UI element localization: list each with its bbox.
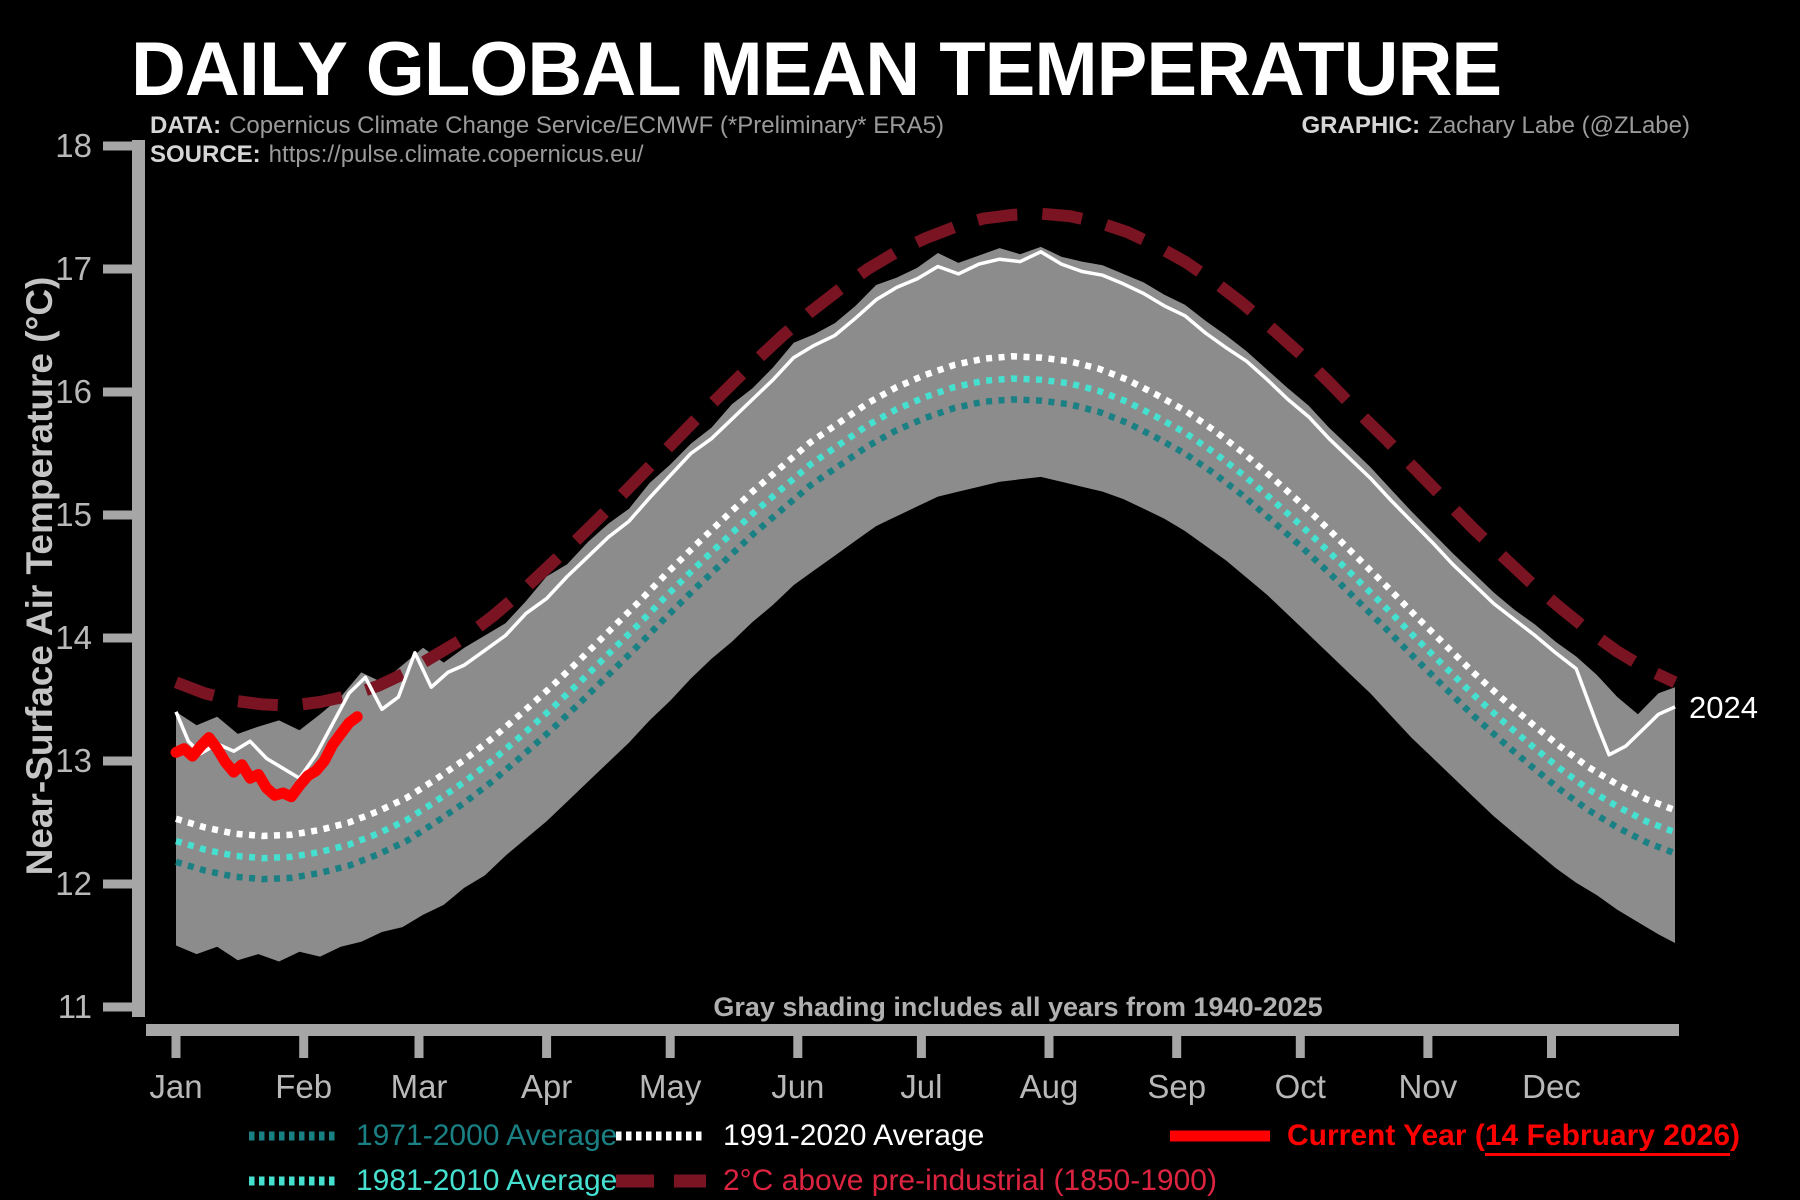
- y-tick: [103, 1002, 132, 1012]
- y-tick: [103, 264, 132, 274]
- x-tick-label: May: [639, 1068, 702, 1105]
- x-tick-label: Nov: [1399, 1068, 1458, 1105]
- y-tick: [103, 879, 132, 889]
- x-tick-label: Jun: [771, 1068, 824, 1105]
- chart-title: DAILY GLOBAL MEAN TEMPERATURE: [130, 27, 1502, 112]
- series-line-year-2024: [174, 250, 1676, 780]
- graphic-credit-value: Zachary Labe (@ZLabe): [1428, 112, 1690, 139]
- y-tick-label: 14: [55, 619, 92, 656]
- legend-swatch-current-year: [1170, 1130, 1270, 1142]
- y-tick-label: 16: [55, 373, 92, 410]
- plot-area: 11 12 13 14 15 16 17 18 Jan Feb Mar Apr May Jun Jul Aug…: [55, 127, 1678, 1105]
- graphic-credit-label: GRAPHIC:: [1301, 112, 1421, 139]
- y-axis-title: Near-Surface Air Temperature (°C): [19, 277, 60, 876]
- legend-item-current-year: Current Year (14 February 2026): [1167, 1119, 1741, 1156]
- x-tick-label: Sep: [1147, 1068, 1206, 1105]
- legend-item-1981-2010: 1981-2010 Average: [246, 1164, 617, 1198]
- source-credit-value: https://pulse.climate.copernicus.eu/: [268, 141, 644, 168]
- x-tick: [299, 1036, 309, 1058]
- x-tick-label: Mar: [391, 1068, 448, 1105]
- x-tick: [1044, 1036, 1054, 1058]
- legend-item-1971-2000: 1971-2000 Average: [246, 1119, 617, 1153]
- x-tick-label: Apr: [521, 1068, 572, 1105]
- x-tick: [1295, 1036, 1305, 1058]
- x-tick: [1547, 1036, 1556, 1058]
- legend-swatch-1991-2020: [616, 1131, 706, 1141]
- band-all-years: [176, 246, 1675, 962]
- legend-current-prefix: Current Year (: [1287, 1119, 1485, 1152]
- legend-swatch-1981-2010: [249, 1176, 339, 1186]
- source-credit-label: SOURCE:: [150, 141, 261, 168]
- y-tick-label: 18: [55, 127, 92, 164]
- year-2024-label: 2024: [1689, 690, 1758, 725]
- y-tick-label: 17: [55, 250, 92, 287]
- y-tick: [103, 633, 132, 643]
- data-credit-label: DATA:: [150, 112, 222, 139]
- legend-label-1981-2010: 1981-2010 Average: [356, 1164, 618, 1197]
- legend-label-1991-2020: 1991-2020 Average: [723, 1119, 985, 1152]
- x-tick: [414, 1036, 424, 1058]
- legend-current-suffix: ): [1730, 1119, 1741, 1152]
- y-tick: [103, 756, 132, 766]
- x-tick: [793, 1036, 803, 1058]
- data-credit: DATA: Copernicus Climate Change Service/E…: [150, 112, 944, 140]
- graphic-credit: GRAPHIC: Zachary Labe (@ZLabe): [1302, 112, 1691, 140]
- x-tick-label: Jul: [900, 1068, 942, 1105]
- y-tick: [103, 387, 132, 397]
- y-tick: [103, 141, 132, 151]
- y-tick-label: 12: [55, 865, 92, 902]
- x-tick-label: Aug: [1020, 1068, 1079, 1105]
- x-tick-label: Jan: [149, 1068, 202, 1105]
- legend-current-date: 14 February 2026: [1484, 1119, 1731, 1156]
- legend-item-1991-2020: 1991-2020 Average: [613, 1119, 984, 1153]
- x-tick: [542, 1036, 552, 1058]
- x-tick-label: Oct: [1275, 1068, 1326, 1105]
- x-tick: [1423, 1036, 1433, 1058]
- x-tick-label: Feb: [275, 1068, 332, 1105]
- y-axis-spine: [132, 140, 145, 1017]
- x-axis-spine: [146, 1024, 1679, 1036]
- y-tick-label: 11: [58, 988, 92, 1025]
- legend-item-two-deg: 2°C above pre-industrial (1850-1900): [613, 1164, 1217, 1198]
- x-tick: [665, 1036, 675, 1058]
- series-line-two-deg-preindustrial: [173, 207, 1678, 712]
- series-line-current-year-2026: [170, 711, 363, 803]
- x-tick: [171, 1036, 181, 1058]
- source-credit: SOURCE: https://pulse.climate.copernicus.…: [150, 141, 644, 169]
- legend-swatch-1971-2000: [249, 1131, 339, 1141]
- x-tick: [916, 1036, 926, 1058]
- legend-swatch-two-deg: [616, 1174, 706, 1188]
- x-tick-label: Dec: [1522, 1068, 1581, 1105]
- legend-label-1971-2000: 1971-2000 Average: [356, 1119, 618, 1152]
- data-credit-value: Copernicus Climate Change Service/ECMWF …: [229, 112, 944, 139]
- y-tick-label: 13: [55, 742, 92, 779]
- legend-label-two-deg: 2°C above pre-industrial (1850-1900): [723, 1164, 1217, 1197]
- x-tick: [1172, 1036, 1182, 1058]
- y-tick-label: 15: [55, 496, 92, 533]
- y-tick: [103, 510, 132, 520]
- band-note: Gray shading includes all years from 194…: [713, 992, 1322, 1022]
- legend-label-current-year: Current Year (14 February 2026): [1287, 1119, 1741, 1156]
